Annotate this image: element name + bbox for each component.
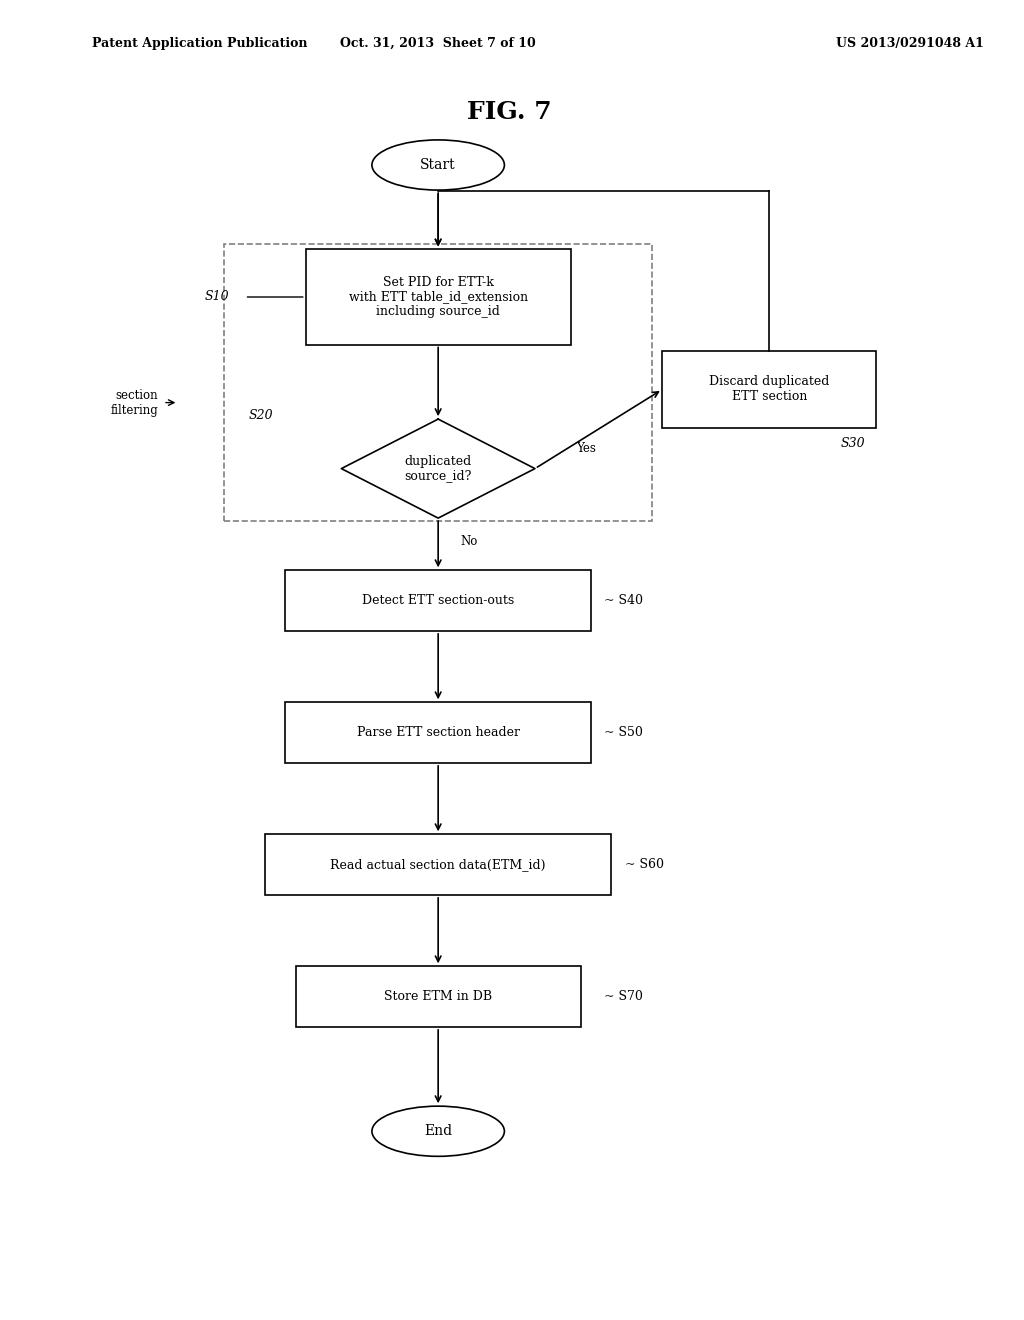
Text: S30: S30 xyxy=(841,437,865,450)
Text: FIG. 7: FIG. 7 xyxy=(467,100,552,124)
Text: ~ S70: ~ S70 xyxy=(604,990,643,1003)
Text: Read actual section data(ETM_id): Read actual section data(ETM_id) xyxy=(331,858,546,871)
Text: section
filtering: section filtering xyxy=(111,388,158,417)
FancyBboxPatch shape xyxy=(286,702,591,763)
Text: Detect ETT section-outs: Detect ETT section-outs xyxy=(362,594,514,607)
FancyBboxPatch shape xyxy=(296,966,581,1027)
Ellipse shape xyxy=(372,1106,505,1156)
Text: US 2013/0291048 A1: US 2013/0291048 A1 xyxy=(836,37,983,50)
Text: ~ S40: ~ S40 xyxy=(604,594,643,607)
FancyBboxPatch shape xyxy=(306,249,570,345)
Text: Discard duplicated
ETT section: Discard duplicated ETT section xyxy=(710,375,829,404)
Text: S20: S20 xyxy=(249,409,273,422)
FancyBboxPatch shape xyxy=(265,834,611,895)
FancyBboxPatch shape xyxy=(286,570,591,631)
Text: Start: Start xyxy=(420,158,456,172)
Text: Oct. 31, 2013  Sheet 7 of 10: Oct. 31, 2013 Sheet 7 of 10 xyxy=(340,37,536,50)
Text: ~ S50: ~ S50 xyxy=(604,726,643,739)
Text: Set PID for ETT-k
with ETT table_id_extension
including source_id: Set PID for ETT-k with ETT table_id_exte… xyxy=(348,276,527,318)
Text: duplicated
source_id?: duplicated source_id? xyxy=(404,454,472,483)
Text: Parse ETT section header: Parse ETT section header xyxy=(356,726,519,739)
Text: S10: S10 xyxy=(205,290,229,304)
Text: Patent Application Publication: Patent Application Publication xyxy=(92,37,307,50)
Text: Store ETM in DB: Store ETM in DB xyxy=(384,990,493,1003)
Ellipse shape xyxy=(372,140,505,190)
FancyBboxPatch shape xyxy=(663,351,877,428)
Text: ~ S60: ~ S60 xyxy=(625,858,664,871)
Text: End: End xyxy=(424,1125,453,1138)
Text: Yes: Yes xyxy=(575,442,596,455)
Polygon shape xyxy=(341,420,535,517)
Text: No: No xyxy=(460,536,477,548)
